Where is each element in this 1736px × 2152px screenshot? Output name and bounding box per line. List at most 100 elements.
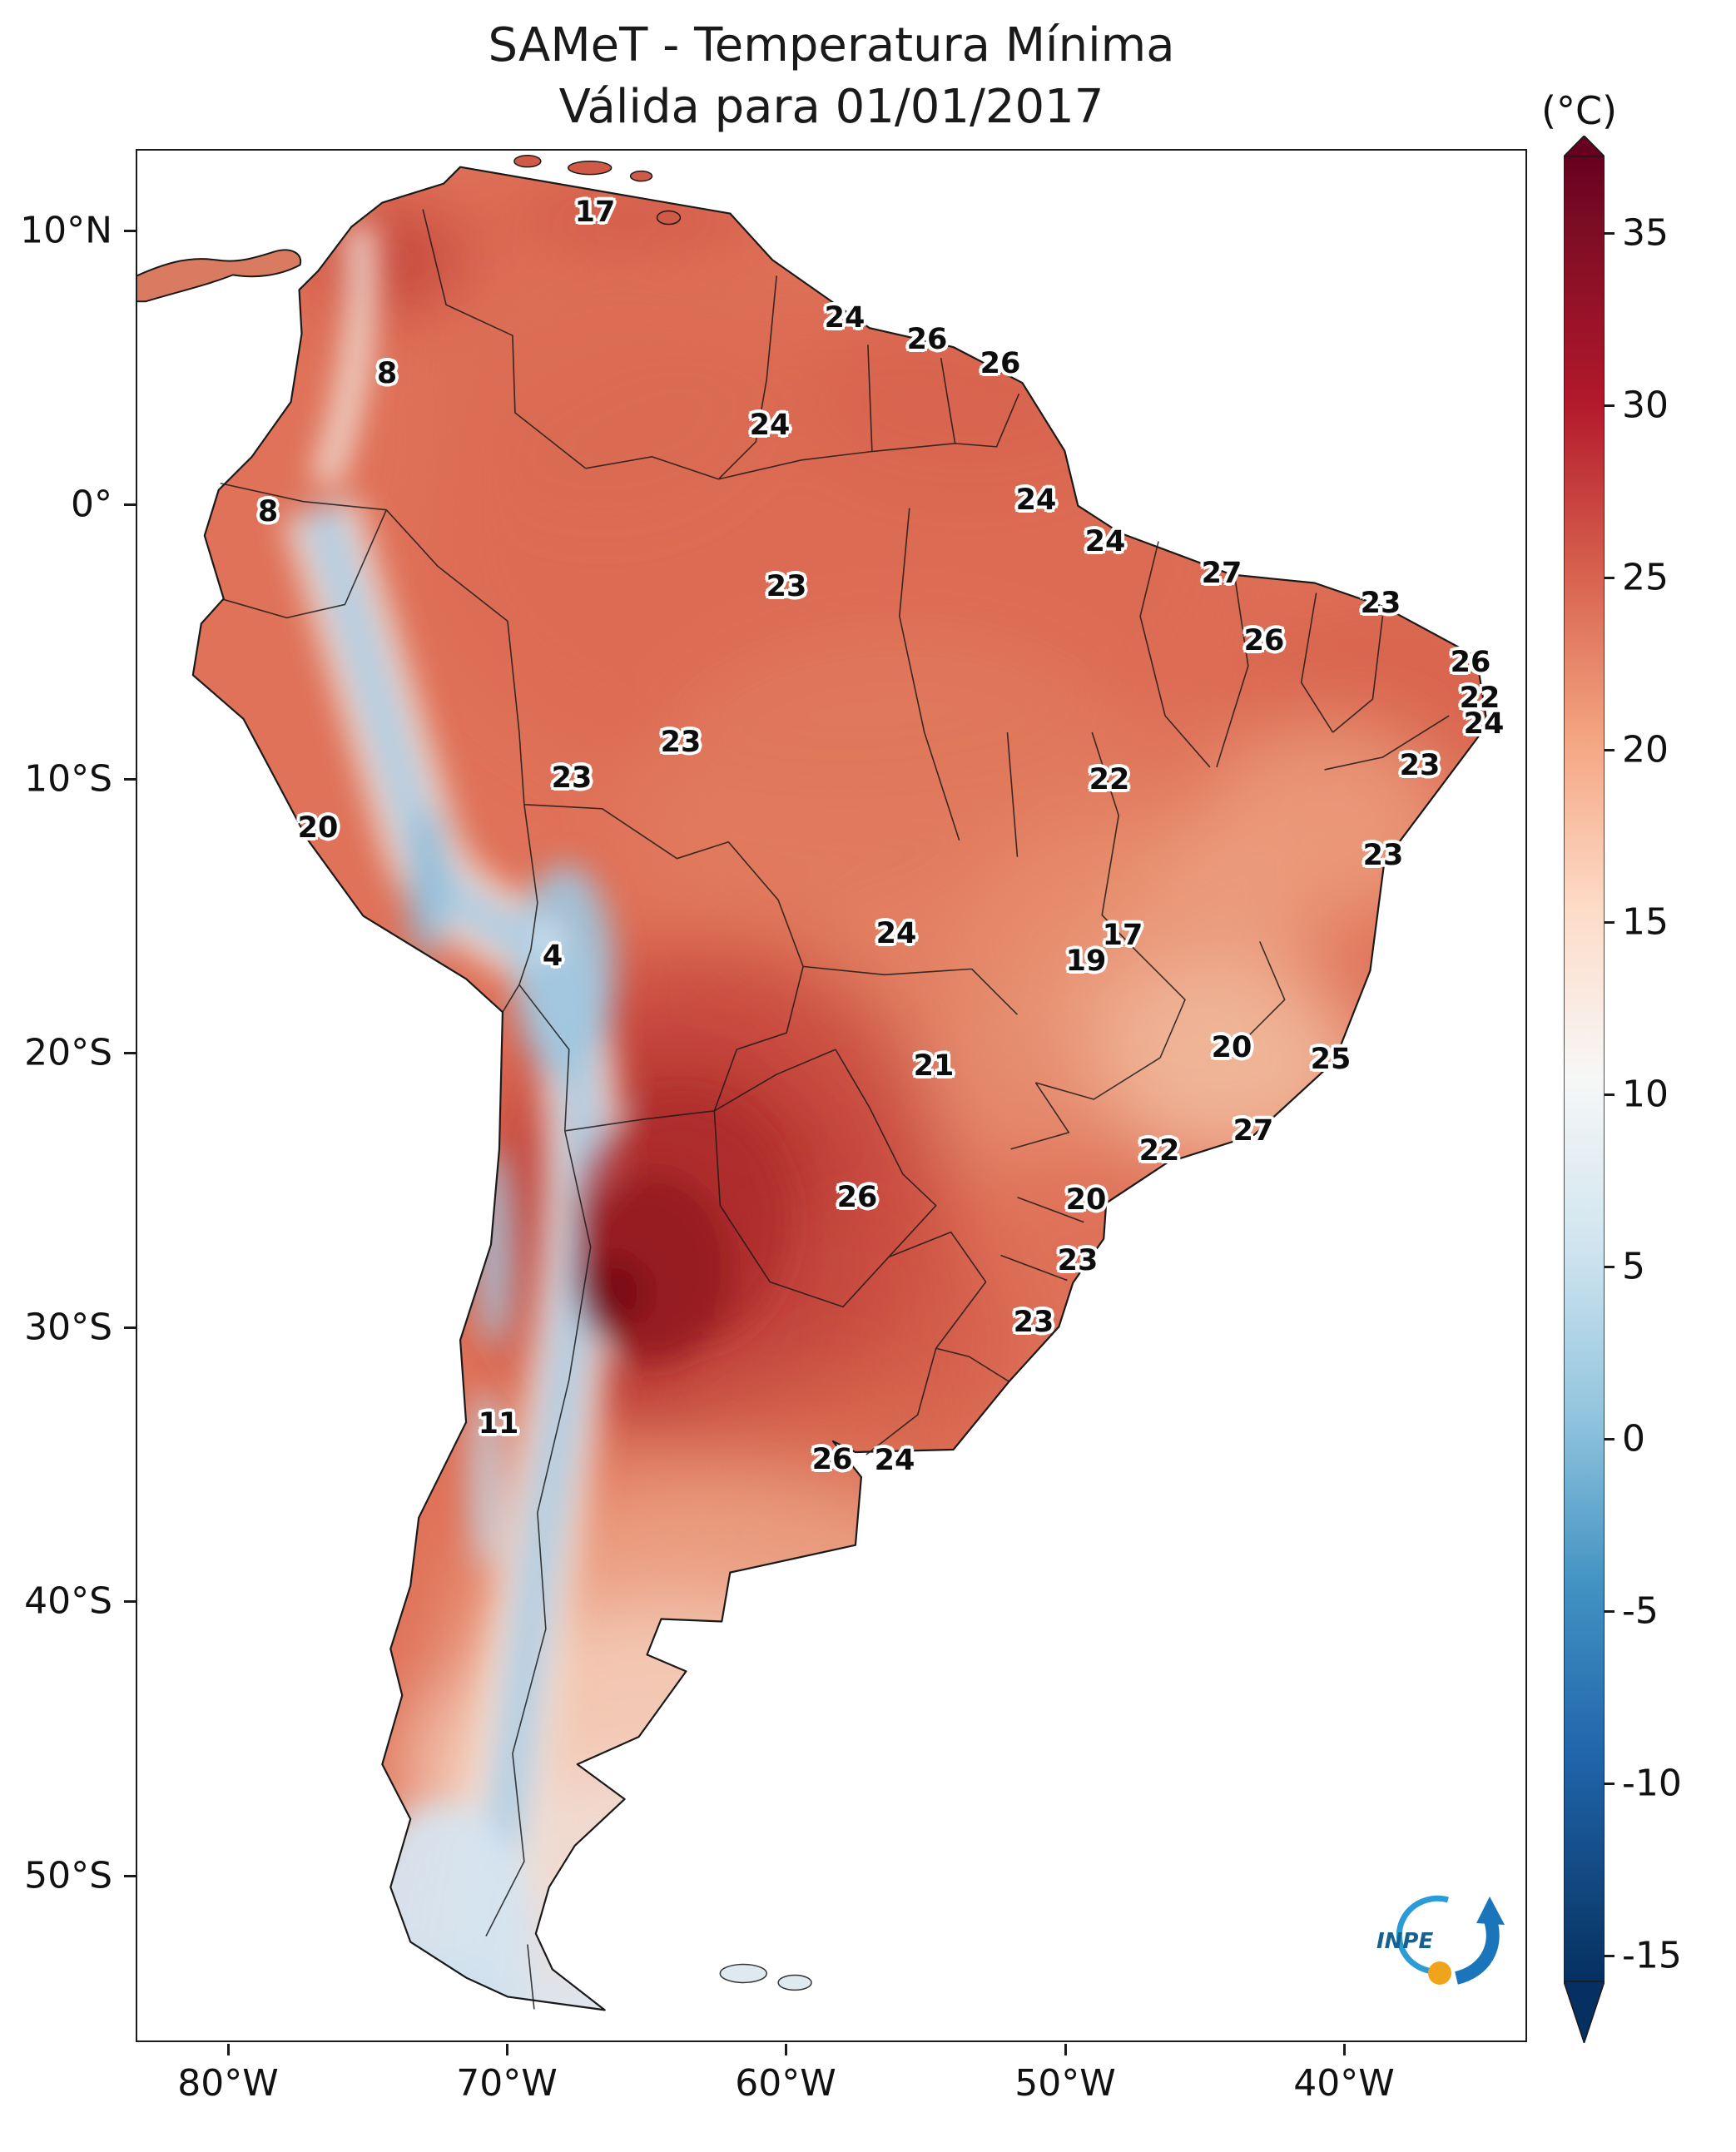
station-temp-label: 8	[376, 357, 398, 390]
plot-title-line1: SAMeT - Temperatura Mínima	[488, 18, 1175, 72]
station-temp-label: 20	[1065, 1183, 1107, 1217]
colorbar-tick-label: 15	[1622, 900, 1669, 944]
inpe-logo-graphic: INPE	[1376, 1895, 1505, 1985]
inpe-logo: INPE	[1358, 1882, 1520, 2006]
station-temp-label: 24	[824, 301, 866, 335]
station-temp-label: 23	[1362, 839, 1404, 872]
lon-tick-label: 80°W	[177, 2062, 279, 2105]
colorbar-tick-mark	[1605, 749, 1614, 751]
country-borders	[220, 209, 1450, 2010]
colorbar-tick-label: 10	[1622, 1073, 1669, 1116]
station-temp-label: 26	[906, 323, 948, 356]
south-america-map	[137, 154, 1489, 2011]
colorbar-tick-mark	[1605, 1610, 1614, 1613]
colorbar-tick-mark	[1605, 1783, 1614, 1785]
inpe-arrow	[1454, 1916, 1500, 1985]
lat-tick-label: 0°	[71, 483, 112, 526]
lon-tick-mark	[506, 2044, 508, 2055]
longitude-axis: 80°W 70°W 60°W 50°W 40°W	[136, 2044, 1527, 2127]
station-temp-label: 26	[1450, 646, 1491, 679]
coastline	[191, 166, 1489, 2011]
colorbar-bar	[1563, 156, 1605, 1982]
station-temp-label: 8	[257, 495, 279, 528]
station-temp-label: 23	[1360, 587, 1401, 620]
lat-tick-mark	[124, 778, 136, 781]
station-temp-label: 21	[913, 1049, 955, 1083]
station-temp-label: 23	[1057, 1244, 1099, 1277]
plot-title: SAMeT - Temperatura Mínima Válida para 0…	[136, 15, 1527, 138]
station-temp-label: 11	[478, 1407, 519, 1440]
colorbar-tick-label: 20	[1622, 728, 1669, 771]
lat-tick-label: 40°S	[24, 1579, 112, 1623]
station-temp-label: 23	[1399, 749, 1441, 782]
inpe-orange-dot	[1428, 1961, 1451, 1985]
station-temp-label: 24	[875, 917, 917, 950]
lat-tick-label: 10°S	[24, 757, 112, 801]
colorbar-tick-label: 5	[1622, 1245, 1645, 1288]
station-temp-label: 26	[1243, 624, 1285, 657]
station-temp-label: 24	[1463, 707, 1505, 741]
station-temp-label: 26	[980, 347, 1021, 380]
colorbar: 35 30 25 20 15 10 5 0 -5 -10 -15	[1562, 134, 1682, 2045]
station-temp-label: 27	[1233, 1114, 1274, 1148]
lat-tick-mark	[124, 230, 136, 232]
station-temp-label: 24	[1015, 483, 1057, 517]
colorbar-tick-label: -5	[1622, 1589, 1659, 1633]
lon-tick-mark	[227, 2044, 230, 2055]
colorbar-tick-label: 30	[1622, 384, 1669, 427]
station-temp-label: 26	[811, 1443, 853, 1476]
plot-title-line2: Válida para 01/01/2017	[558, 79, 1104, 134]
lon-tick-mark	[1343, 2044, 1346, 2055]
colorbar-tick-label: -15	[1622, 1934, 1682, 1977]
station-temp-label: 23	[1013, 1306, 1054, 1339]
lat-tick-mark	[124, 1052, 136, 1054]
lat-tick-label: 50°S	[24, 1854, 112, 1897]
station-temp-label: 22	[1459, 682, 1500, 715]
latitude-axis: 10°N 0° 10°S 20°S 30°S 40°S 50°S	[0, 149, 136, 2042]
station-temp-label: 19	[1065, 945, 1107, 978]
colorbar-tick-label: -10	[1622, 1762, 1682, 1805]
colorbar-tick-label: 35	[1622, 211, 1669, 255]
station-temp-label: 23	[551, 761, 593, 795]
colorbar-tick-mark	[1605, 404, 1614, 407]
caribbean-islands	[513, 154, 682, 226]
lon-tick-label: 70°W	[456, 2062, 558, 2105]
lat-tick-mark	[124, 503, 136, 506]
lat-tick-label: 10°N	[20, 209, 112, 252]
colorbar-tick-mark	[1605, 232, 1614, 235]
panama-landmass	[137, 249, 302, 303]
lat-tick-mark	[124, 1875, 136, 1877]
inpe-arrow-head	[1476, 1897, 1505, 1925]
inpe-logo-text: INPE	[1376, 1929, 1433, 1954]
station-temp-label: 24	[874, 1444, 915, 1477]
station-temp-label: 25	[1310, 1043, 1352, 1076]
lat-tick-mark	[124, 1326, 136, 1329]
colorbar-tick-mark	[1605, 921, 1614, 924]
station-temp-label: 24	[1084, 525, 1126, 558]
colorbar-tick-mark	[1605, 577, 1614, 579]
lon-tick-label: 50°W	[1014, 2062, 1116, 2105]
lat-tick-mark	[124, 1600, 136, 1603]
colorbar-unit-label: (°C)	[1541, 88, 1618, 133]
colorbar-tick-label: 0	[1622, 1417, 1645, 1460]
colorbar-ticks: 35 30 25 20 15 10 5 0 -5 -10 -15	[1564, 136, 1697, 2043]
lon-tick-mark	[785, 2044, 787, 2055]
station-layer: 17 24 26 26 8 24 8 24 24 27 23 23 26 26 22 24 23 23 22 23 23…	[137, 151, 1525, 2040]
colorbar-tick-label: 25	[1622, 556, 1669, 599]
colorbar-tick-mark	[1605, 1438, 1614, 1440]
colorbar-tick-mark	[1605, 1266, 1614, 1268]
station-temp-label: 20	[1211, 1031, 1252, 1064]
station-temp-label: 22	[1089, 763, 1130, 796]
station-temp-label: 23	[660, 726, 702, 759]
lat-tick-label: 30°S	[24, 1306, 112, 1349]
lon-tick-label: 40°W	[1293, 2062, 1395, 2105]
colorbar-tick-mark	[1605, 1955, 1614, 1957]
map-frame: 17 24 26 26 8 24 8 24 24 27 23 23 26 26 22 24 23 23 22 23 23…	[136, 149, 1527, 2042]
southern-islands	[719, 1963, 812, 1991]
colorbar-bottom-arrow	[1562, 1981, 1606, 2045]
station-temp-label: 27	[1201, 557, 1242, 590]
station-temp-label: 17	[1102, 919, 1143, 952]
station-temp-label: 22	[1138, 1134, 1180, 1168]
temperature-field	[192, 166, 1488, 2011]
